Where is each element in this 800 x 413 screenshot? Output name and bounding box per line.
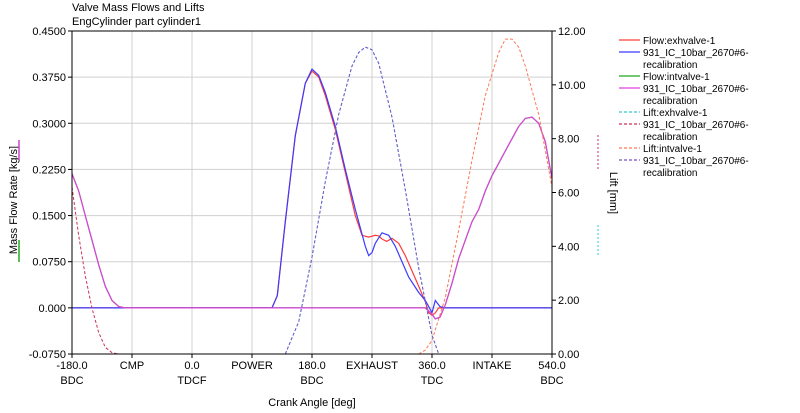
legend-label-2: recalibration xyxy=(643,60,697,71)
y-left-tick-label: 0.3000 xyxy=(32,118,66,130)
legend-label-7: Lift:intvalve-1 xyxy=(643,144,702,155)
plot-series xyxy=(72,38,552,354)
legend-label-8: 931_IC_10bar_2670#6- xyxy=(643,156,749,167)
series-line-4 xyxy=(72,116,552,320)
y-left-tick-label: 0.000 xyxy=(38,303,66,315)
legend-label-6: recalibration xyxy=(643,132,697,143)
x-tick-label: 540.0 xyxy=(538,360,566,372)
phase-label: POWER xyxy=(231,360,273,372)
y-left-tick-label: 0.4500 xyxy=(32,26,66,38)
y-right-tick-label: 4.00 xyxy=(558,241,579,253)
legend-label-2: 931_IC_10bar_2670#6- xyxy=(643,48,749,59)
x-tick-sublabel: BDC xyxy=(540,375,563,387)
phase-label: EXHAUST xyxy=(346,360,398,372)
x-tick-label: 360.0 xyxy=(418,360,446,372)
x-tick-sublabel: BDC xyxy=(60,375,83,387)
chart-subtitle: EngCylinder part cylinder1 xyxy=(72,16,201,28)
y-left-tick-label: 0.1500 xyxy=(32,211,66,223)
x-tick-label: 0.0 xyxy=(184,360,199,372)
x-axis-label: Crank Angle [deg] xyxy=(268,397,355,409)
x-axis-ticks: -180.0 BDC 0.0 TDCF 180.0 BDC 360.0 TDC 540.0 BDC… xyxy=(56,354,566,387)
y-left-tick-label: 0.3750 xyxy=(32,72,66,84)
x-tick-label: -180.0 xyxy=(56,360,87,372)
y-left-tick-label: 0.2250 xyxy=(32,164,66,176)
y-left-axis-ticks: -0.0750 0.000 0.0750 0.1500 0.2250 0.3000 0.37… xyxy=(29,26,72,361)
grid-lines xyxy=(71,30,553,355)
legend-label-6: 931_IC_10bar_2670#6- xyxy=(643,120,749,131)
y-right-tick-label: 0.00 xyxy=(558,349,579,361)
series-line-7 xyxy=(418,38,552,354)
y-left-tick-label: 0.0750 xyxy=(32,257,66,269)
y-right-axis-label: Lift [mm] xyxy=(607,172,619,214)
y-right-tick-label: 6.00 xyxy=(558,188,579,200)
legend-label-4: 931_IC_10bar_2670#6- xyxy=(643,84,749,95)
y-left-axis-label: Mass Flow Rate [kg/s] xyxy=(8,146,20,254)
y-right-tick-label: 10.00 xyxy=(558,80,586,92)
legend-label-5: Lift:exhvalve-1 xyxy=(643,108,708,119)
legend: Flow:exhvalve-1931_IC_10bar_2670#6-recal… xyxy=(619,36,749,179)
x-tick-sublabel: TDC xyxy=(421,375,444,387)
x-tick-sublabel: BDC xyxy=(300,375,323,387)
y-right-tick-label: 12.00 xyxy=(558,26,586,38)
legend-label-4: recalibration xyxy=(643,96,697,107)
phase-label: INTAKE xyxy=(473,360,512,372)
y-left-tick-label: -0.0750 xyxy=(29,349,66,361)
x-tick-sublabel: TDCF xyxy=(177,375,207,387)
y-right-tick-label: 2.00 xyxy=(558,295,579,307)
series-line-6 xyxy=(72,187,126,354)
y-right-axis-ticks: 0.00 2.00 4.00 6.00 8.00 10.00 12.00 xyxy=(552,26,586,361)
x-tick-label: 180.0 xyxy=(298,360,326,372)
legend-label-1: Flow:exhvalve-1 xyxy=(643,36,716,47)
legend-label-3: Flow:intvalve-1 xyxy=(643,72,710,83)
phase-label: CMP xyxy=(120,360,144,372)
legend-label-8: recalibration xyxy=(643,168,697,179)
series-line-8 xyxy=(284,46,440,354)
y-right-tick-label: 8.00 xyxy=(558,134,579,146)
series-line-2 xyxy=(72,68,552,315)
chart-title: Valve Mass Flows and Lifts xyxy=(72,2,205,14)
